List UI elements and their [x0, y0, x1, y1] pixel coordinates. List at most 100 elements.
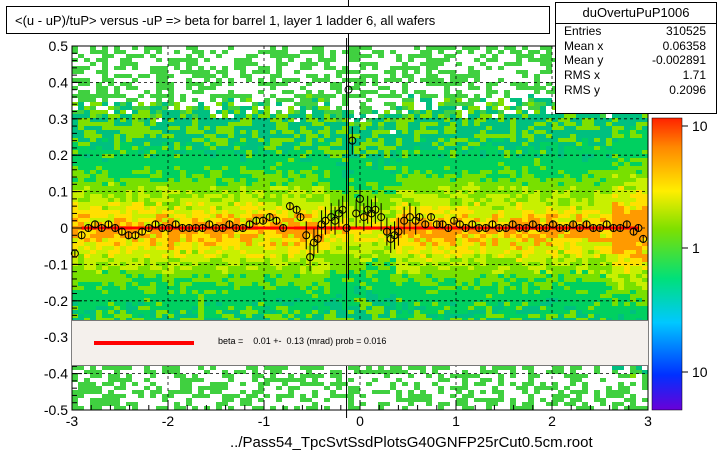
x-tick-label: -3: [66, 413, 79, 429]
profile-point: [634, 224, 643, 232]
title-box: <(u - uP)/tuP> versus -uP => beta for ba…: [6, 6, 550, 34]
profile-point: [344, 85, 353, 94]
profile-point: [356, 194, 364, 203]
palette-tick-label: 10: [692, 364, 708, 380]
y-tick-label: 0.4: [49, 74, 69, 90]
plot-title: <(u - uP)/tuP> versus -uP => beta for ba…: [15, 13, 436, 28]
stats-box: duOvertuPuP1006 Entries 310525 Mean x 0.…: [555, 2, 717, 114]
profile-point: [438, 220, 447, 229]
y-tick-label: -0.2: [44, 293, 68, 309]
profile-point: [144, 224, 153, 232]
y-tick-label: -0.5: [44, 402, 68, 418]
profile-point: [522, 224, 531, 232]
profile-point: [548, 220, 557, 229]
stats-label: RMS x: [564, 68, 600, 83]
profile-point: [562, 224, 571, 232]
stats-row-mean-x: Mean x 0.06358: [556, 39, 716, 54]
profile-point: [77, 231, 86, 240]
stats-name: duOvertuPuP1006: [556, 3, 716, 24]
profile-point: [405, 213, 414, 222]
profile-point: [245, 220, 254, 229]
palette-tick-label: 1: [692, 240, 700, 256]
stats-label: RMS y: [564, 82, 600, 97]
profile-point: [481, 224, 490, 232]
profile-point: [97, 224, 106, 232]
profile-point: [198, 224, 207, 232]
profile-point: [171, 220, 180, 229]
stats-row-entries: Entries 310525: [556, 24, 716, 39]
legend-fit-text: beta = 0.01 +- 0.13 (mrad) prob = 0.016: [218, 336, 387, 346]
color-palette-bar: [652, 118, 682, 410]
profile-point: [279, 224, 288, 232]
x-tick-label: -2: [162, 413, 175, 429]
profile-point: [111, 224, 120, 232]
axes-layer: -3 -2 -1 0 1 2 3 -0.5 -0.4 -0.3 -0.2 -0.1 0 0.1 0.2 0.3…: [44, 38, 652, 429]
profile-point: [272, 216, 281, 225]
profile-point: [575, 224, 584, 232]
y-tick-label: 0.3: [49, 111, 69, 127]
profile-point: [415, 213, 424, 222]
profile-point: [542, 224, 551, 232]
profile-point: [639, 234, 648, 243]
profile-point: [91, 220, 100, 229]
profile-point: [225, 220, 234, 229]
profile-point: [265, 213, 274, 222]
y-tick-label: 0: [60, 220, 68, 236]
x-tick-label: -1: [258, 413, 271, 429]
profile-point: [444, 224, 453, 232]
profile-point: [138, 227, 147, 236]
profile-point: [461, 224, 470, 232]
stats-value: 310525: [665, 24, 706, 38]
profile-point: [342, 224, 351, 232]
stats-value: 1.71: [682, 68, 706, 83]
profile-point: [84, 224, 93, 232]
stats-label: Entries: [564, 24, 602, 38]
stats-value: -0.002891: [651, 53, 706, 68]
profile-point: [501, 224, 510, 232]
stats-value: 0.2096: [669, 82, 706, 97]
profile-point: [400, 216, 409, 225]
y-tick-label: 0.2: [49, 147, 69, 163]
profile-point: [455, 220, 464, 229]
profile-point: [596, 224, 604, 232]
stats-value: 0.06358: [662, 38, 706, 53]
x-tick-label: 0: [356, 413, 364, 429]
profile-point: [259, 216, 268, 225]
x-tick-label: 3: [644, 413, 652, 429]
x-axis-label: ../Pass54_TpcSvtSsdPlotsG40GNFP25rCut0.5…: [230, 434, 593, 451]
y-tick-label: 0.1: [49, 184, 69, 200]
stats-label: Mean y: [564, 53, 604, 68]
profile-point: [371, 205, 380, 214]
x-tick-label: 2: [548, 413, 556, 429]
profile-point: [321, 216, 330, 225]
y-tick-label: -0.4: [44, 366, 68, 382]
stats-row-rms-y: RMS y 0.2096: [556, 83, 716, 98]
profile-point: [432, 220, 441, 229]
profile-point: [622, 220, 631, 229]
palette-frame: [651, 117, 683, 411]
profile-point: [306, 253, 315, 262]
y-tick-label: 0.5: [49, 38, 69, 54]
profile-point: [151, 220, 160, 229]
profile-point: [528, 220, 537, 229]
profile-point: [468, 220, 477, 229]
profile-point: [302, 231, 311, 240]
y-tick-label: -0.1: [44, 256, 68, 272]
profile-point: [348, 136, 357, 145]
profile-point: [488, 220, 497, 229]
profile-point: [421, 220, 430, 229]
profile-point: [104, 220, 113, 229]
profile-point: [205, 220, 214, 229]
profile-point: [377, 213, 386, 222]
legend-fit-line: [94, 341, 194, 345]
stats-row-rms-x: RMS x 1.71: [556, 68, 716, 83]
profile-point: [616, 224, 625, 232]
profile-point: [313, 234, 322, 243]
profile-points-layer: [70, 0, 648, 418]
profile-point: [292, 205, 301, 214]
profile-point: [508, 220, 517, 229]
profile-point: [164, 224, 173, 232]
profile-point: [117, 227, 126, 236]
stats-label: Mean x: [564, 38, 604, 53]
